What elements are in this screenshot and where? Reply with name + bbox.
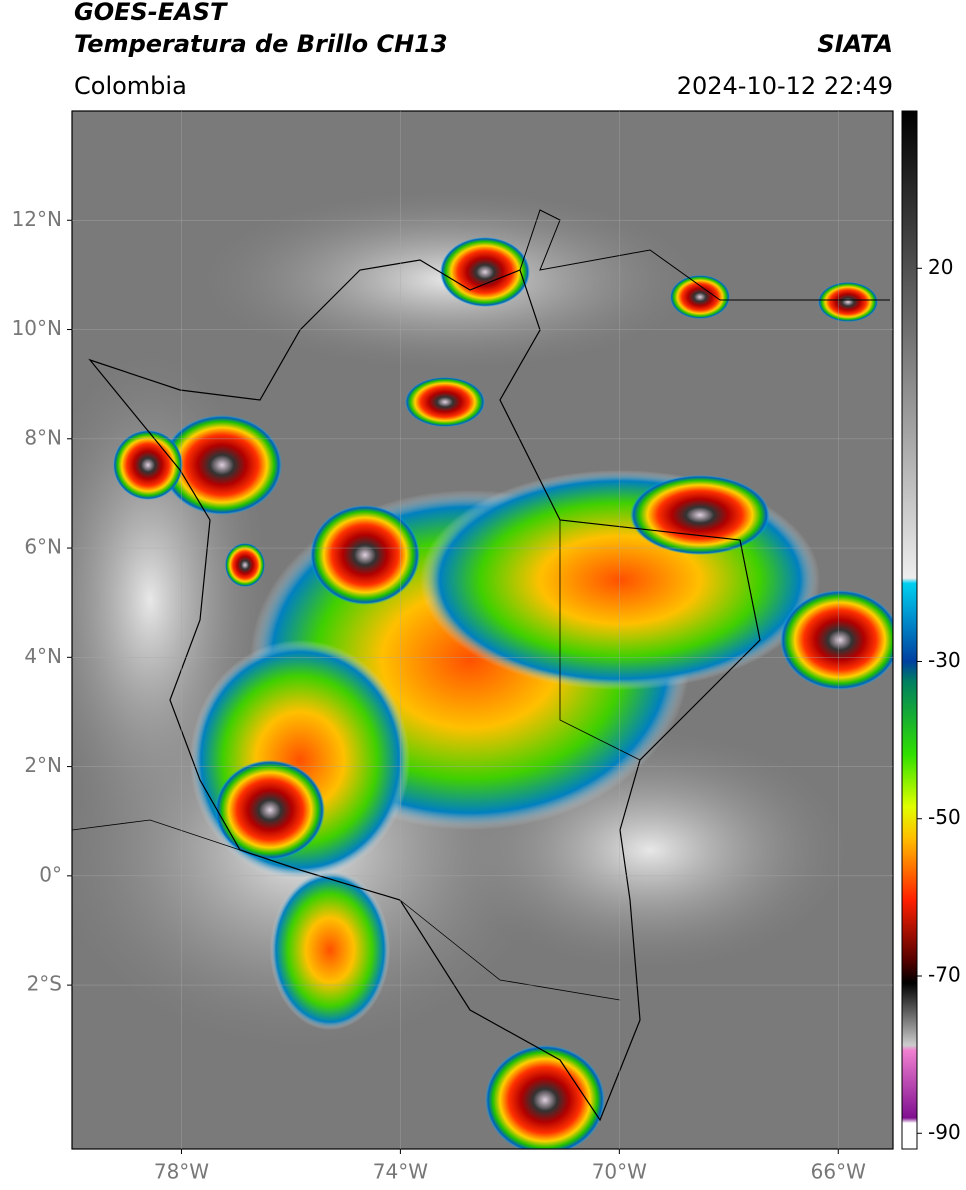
- colorbar: [901, 110, 918, 1150]
- y-tick-label: 8°N: [24, 425, 62, 449]
- subtitle: Temperatura de Brillo CH13: [74, 30, 448, 58]
- x-tick-label: 66°W: [811, 1160, 866, 1184]
- region: Colombia: [74, 72, 187, 100]
- map-frame: [71, 110, 894, 1150]
- y-tick-label: 2°N: [24, 753, 62, 777]
- x-tick-label: 74°W: [373, 1160, 428, 1184]
- y-tick-label: 6°N: [24, 535, 62, 559]
- x-tick-label: 78°W: [154, 1160, 209, 1184]
- y-tick-label: 12°N: [12, 207, 62, 231]
- source: SIATA: [817, 30, 893, 58]
- datetime: 2024-10-12 22:49: [677, 72, 893, 100]
- colorbar-tick-label: -50: [928, 805, 961, 829]
- y-tick-label: 10°N: [12, 316, 62, 340]
- y-tick-label: 4°N: [24, 644, 62, 668]
- colorbar-tick-label: -70: [928, 963, 961, 987]
- colorbar-tick-label: -30: [928, 648, 961, 672]
- colorbar-tick-label: -90: [928, 1120, 961, 1144]
- map-image: [72, 111, 893, 1149]
- y-tick-label: 0°: [39, 862, 62, 886]
- title: GOES-EAST: [74, 0, 228, 26]
- y-tick-label: 2°S: [27, 972, 62, 996]
- x-tick-label: 70°W: [592, 1160, 647, 1184]
- colorbar-tick-label: 20: [928, 255, 953, 279]
